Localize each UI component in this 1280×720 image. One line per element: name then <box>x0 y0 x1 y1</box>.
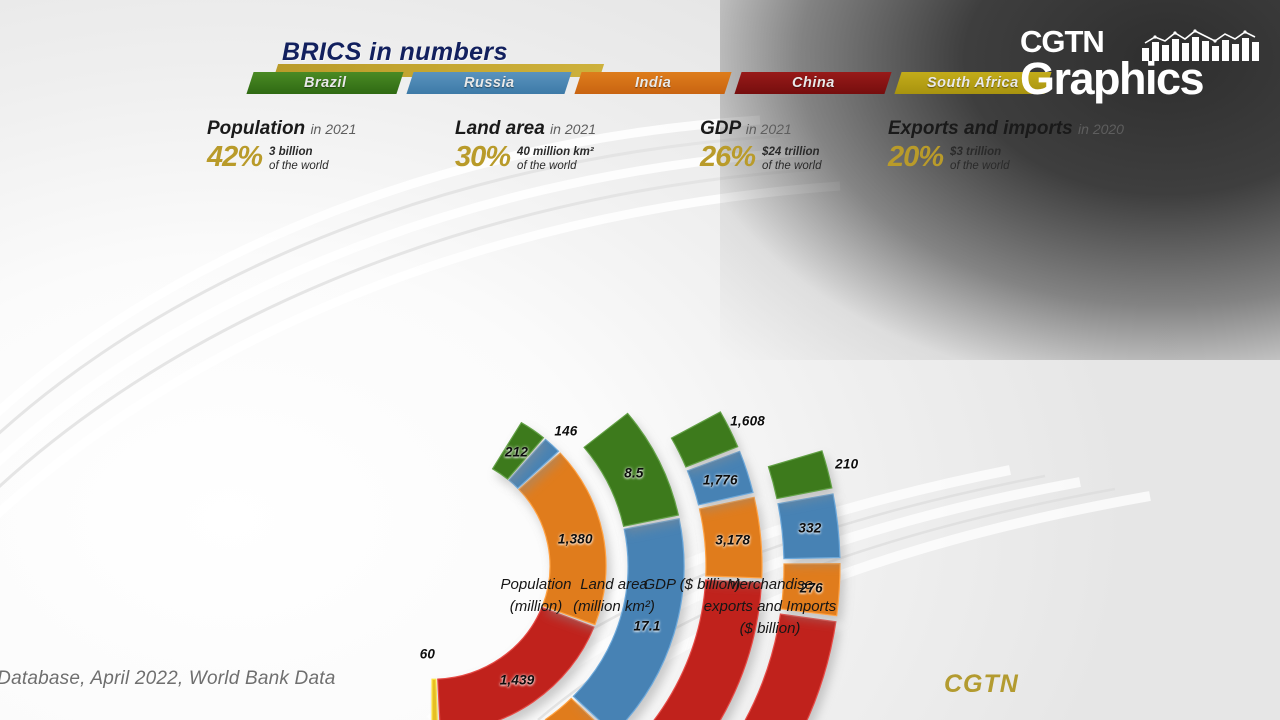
stat-amount-land-area: 40 million km² <box>517 146 594 158</box>
stat-name-exports-imports: Exports and imports <box>888 118 1073 139</box>
stat-heading-gdp: GDP in 2021 <box>700 118 822 140</box>
arc-segment[interactable] <box>572 518 685 720</box>
stat-year-land-area: in 2021 <box>550 121 596 137</box>
arc-value-label: 60 <box>419 646 436 662</box>
axis-label-line: Merchandise <box>727 576 813 593</box>
cgtn-graphics-logo: CGTN Graphics <box>1020 26 1266 112</box>
stat-of-world-land-area: of the world <box>517 160 577 173</box>
axis-label-line: ($ billion) <box>739 619 801 637</box>
arc-segment[interactable] <box>544 697 611 720</box>
stat-of-world-exports-imports: of the world <box>950 160 1010 173</box>
arc-segment[interactable] <box>443 579 763 720</box>
arc-segment[interactable] <box>491 421 545 480</box>
axis-label: Merchandise exports and Imports ($ billion… <box>704 574 837 639</box>
logo-line-cgtn: CGTN <box>1020 24 1105 59</box>
axis-label: Population (million) <box>501 574 572 618</box>
arc-value-label: 1,776 <box>702 472 738 488</box>
stat-amount-gdp: $24 trillion <box>762 146 820 158</box>
axis-label-line: (million km²) <box>573 597 655 615</box>
axis-label-line: GDP ($ billion) <box>643 576 741 593</box>
stat-name-gdp: GDP <box>700 118 741 139</box>
stat-percent-gdp: 26% <box>700 141 756 173</box>
arc-value-label: 1,439 <box>499 672 535 688</box>
arc-value-label: 1,380 <box>557 531 593 547</box>
stat-block-gdp: GDP in 2021 26% $24 trillion of the worl… <box>700 118 822 174</box>
logo-line-graphics: Graphics <box>1020 53 1205 104</box>
arc-segment[interactable] <box>508 438 560 489</box>
arc-value-label: 3,178 <box>715 532 751 548</box>
arc-value-label: 1,608 <box>730 413 766 429</box>
stat-amount-exports-imports: $3 trillion <box>950 146 1002 158</box>
axis-label-line: (million) <box>509 597 563 615</box>
arc-segment[interactable] <box>686 450 754 506</box>
bar-chart-icon <box>1142 29 1259 61</box>
cgtn-watermark: CGTN <box>944 670 1019 698</box>
stat-of-world-population: of the world <box>269 160 329 173</box>
stat-percent-population: 42% <box>207 141 263 173</box>
arc-value-label: 332 <box>798 520 822 536</box>
arc-segment[interactable] <box>431 678 438 720</box>
arc-segment[interactable] <box>448 613 837 720</box>
arc-segment[interactable] <box>698 496 763 579</box>
axis-label: GDP ($ billion) <box>644 574 741 596</box>
stat-year-population: in 2021 <box>310 121 357 137</box>
page-title: BRICS in numbers <box>273 38 605 77</box>
stat-of-world-gdp: of the world <box>762 160 822 173</box>
axis-label-line: Population <box>500 576 572 593</box>
stat-percent-land-area: 30% <box>455 141 511 173</box>
arc-segment[interactable] <box>780 563 841 617</box>
arc-segment[interactable] <box>518 452 607 626</box>
title-text: BRICS in numbers <box>282 38 508 66</box>
stat-name-population: Population <box>207 118 306 139</box>
arc-value-label: 17.1 <box>633 618 661 634</box>
axis-label-line: exports and Imports <box>703 597 837 615</box>
arc-value-label: 8.5 <box>624 465 644 481</box>
arc-value-label: 146 <box>554 423 578 439</box>
stat-year-gdp: in 2021 <box>745 121 792 137</box>
stat-block-population: Population in 2021 42% 3 billion of the … <box>207 118 356 174</box>
stat-heading-land-area: Land area in 2021 <box>455 118 596 140</box>
stat-heading-exports-imports: Exports and imports in 2020 <box>888 118 1124 140</box>
arc-segment[interactable] <box>670 411 739 468</box>
arc-segment[interactable] <box>437 606 595 720</box>
stat-block-land-area: Land area in 2021 30% 40 million km² of … <box>455 118 596 174</box>
arc-value-label: 210 <box>835 456 859 472</box>
stat-heading-population: Population in 2021 <box>207 118 356 140</box>
arc-group <box>431 411 841 720</box>
arc-value-label: 276 <box>799 580 823 596</box>
source-note: k Database, April 2022, World Bank Data <box>0 668 336 689</box>
arc-value-label: 212 <box>504 444 529 460</box>
stat-year-exports-imports: in 2020 <box>1078 121 1124 137</box>
stat-block-exports-imports: Exports and imports in 2020 20% $3 trill… <box>888 118 1124 174</box>
arc-segment[interactable] <box>583 412 680 528</box>
axis-label-line: Land area <box>580 576 648 593</box>
arc-segment[interactable] <box>777 493 841 560</box>
stat-name-land-area: Land area <box>455 118 545 139</box>
stat-amount-population: 3 billion <box>269 146 313 158</box>
stat-percent-exports-imports: 20% <box>888 141 944 173</box>
arc-segment[interactable] <box>767 450 833 500</box>
axis-label: Land area (million km²) <box>573 574 655 618</box>
